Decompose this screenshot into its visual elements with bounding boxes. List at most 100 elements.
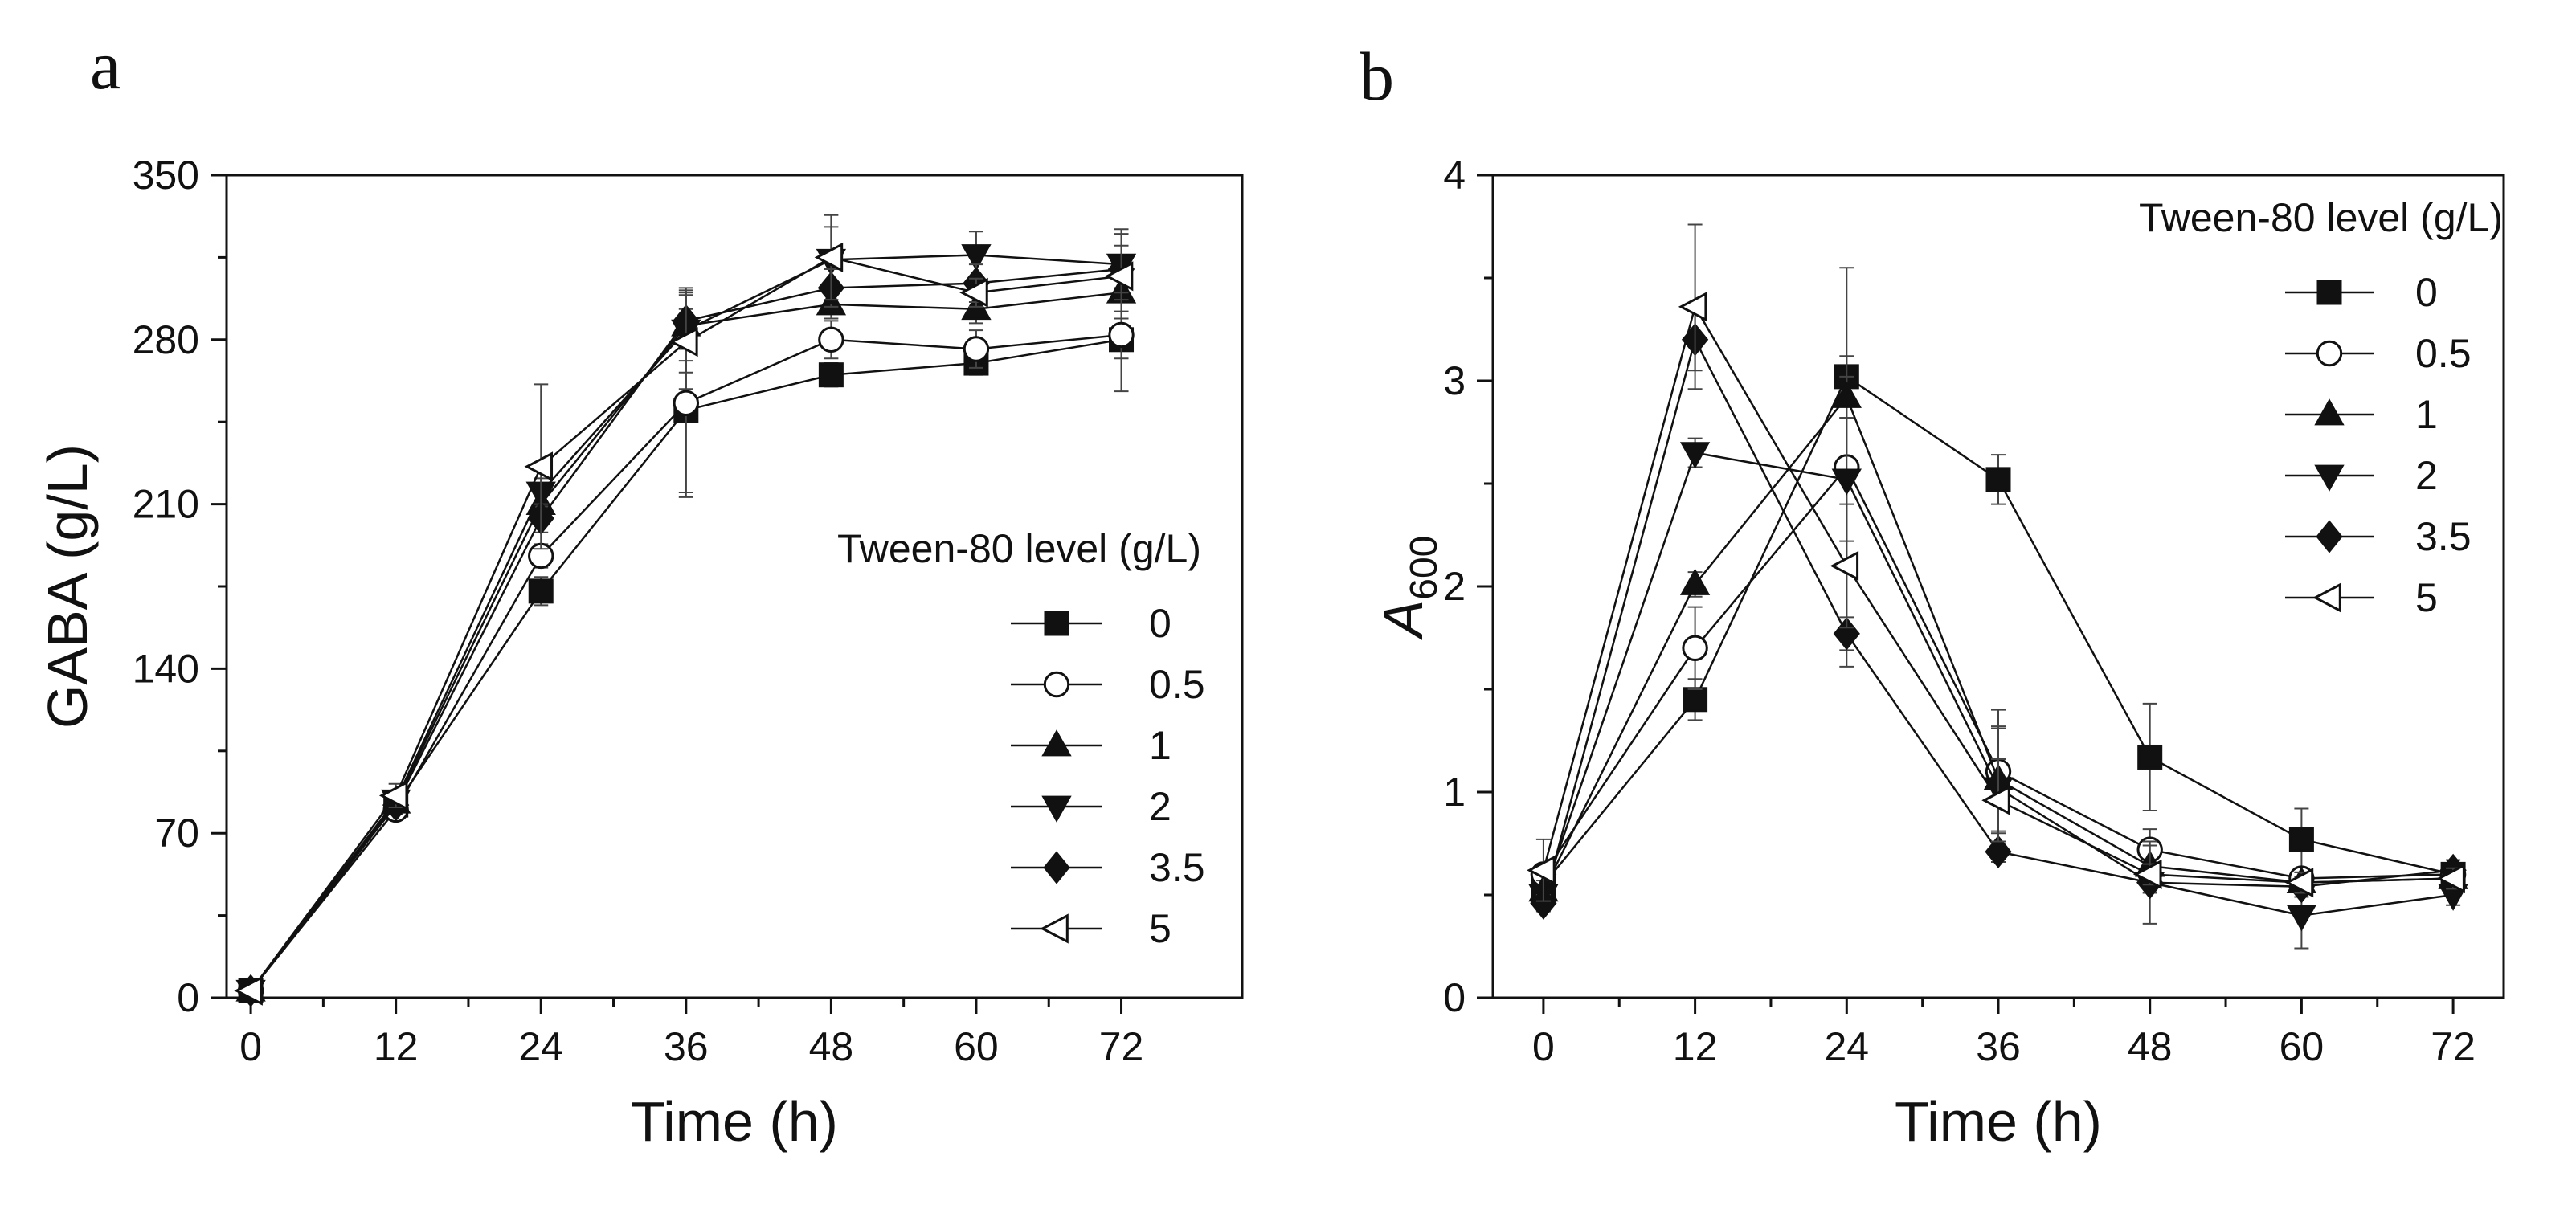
data-point-a-5 (814, 242, 844, 272)
data-point-a-5 (378, 780, 408, 811)
x-tick-label-a: 48 (809, 1024, 854, 1069)
legend-marker-a-0.5 (1043, 671, 1070, 698)
x-tick-label-a: 36 (664, 1024, 709, 1069)
x-tick-label-b: 72 (2431, 1024, 2476, 1069)
legend-marker-a-5 (1040, 913, 1069, 944)
legend-label-a-1: 1 (1149, 723, 1171, 768)
legend-label-a-2: 2 (1149, 784, 1171, 829)
legend-marker-a-1 (1041, 729, 1072, 757)
plot-frame-b (1491, 174, 2505, 999)
x-tick-label-b: 48 (2128, 1024, 2173, 1069)
x-tick-label-a: 24 (518, 1024, 563, 1069)
data-point-b-0 (1683, 687, 1708, 713)
data-point-b-5 (1981, 785, 2010, 815)
legend-marker-b-5 (2312, 582, 2341, 613)
legend-marker-a-0 (1044, 611, 1069, 636)
data-point-b-5 (2132, 859, 2162, 889)
legend-label-a-0.5: 0.5 (1149, 662, 1205, 707)
y-tick-label-b: 2 (1443, 564, 1466, 609)
data-point-a-0 (528, 578, 554, 604)
y-tick-label-b: 3 (1443, 358, 1466, 403)
data-point-b-5 (1678, 292, 1707, 322)
y-tick-label-a: 0 (177, 975, 199, 1020)
legend-title-a: Tween-80 level (g/L) (837, 526, 1201, 571)
data-point-b-3.5 (1985, 835, 2012, 868)
x-tick-label-a: 12 (374, 1024, 419, 1069)
legend-marker-b-0 (2316, 280, 2342, 305)
y-tick-label-a: 280 (133, 317, 199, 362)
data-point-b-0.5 (1682, 635, 1708, 661)
y-axis-title-b: A600 (1372, 536, 1445, 641)
legend-marker-b-3.5 (2316, 520, 2343, 553)
x-tick-label-a: 60 (954, 1024, 999, 1069)
legend-label-a-3.5: 3.5 (1149, 845, 1205, 890)
data-point-a-0.5 (1108, 321, 1135, 349)
y-axis-title-sub-b: 600 (1403, 536, 1445, 600)
legend-label-a-0: 0 (1149, 601, 1171, 646)
data-point-a-5 (1104, 261, 1134, 292)
legend-marker-a-3.5 (1043, 851, 1070, 884)
data-point-b-0 (2137, 744, 2163, 770)
legend-marker-a-2 (1041, 795, 1072, 823)
x-axis-title-a: Time (h) (631, 1090, 838, 1153)
data-point-a-5 (524, 451, 554, 482)
data-point-a-0.5 (673, 390, 700, 416)
legend-label-b-5: 5 (2415, 575, 2438, 620)
panel-b-letter: b (1360, 38, 1394, 115)
data-point-b-2 (1679, 442, 1711, 469)
data-point-b-2 (2286, 905, 2317, 932)
y-tick-label-a: 350 (133, 153, 199, 198)
legend-marker-b-1 (2314, 398, 2345, 426)
x-axis-title-b: Time (h) (1895, 1090, 2102, 1153)
y-axis-title-main-b: A (1372, 600, 1434, 641)
data-point-b-1 (1679, 568, 1711, 595)
data-point-a-0 (818, 362, 844, 388)
legend-label-b-2: 2 (2415, 453, 2438, 498)
panel-a-letter: a (90, 27, 121, 104)
data-point-a-2 (961, 244, 992, 272)
y-tick-label-b: 4 (1443, 153, 1466, 198)
data-point-a-5 (959, 277, 988, 308)
x-tick-label-b: 36 (1976, 1024, 2021, 1069)
y-tick-label-b: 1 (1443, 770, 1466, 815)
y-tick-label-a: 70 (154, 811, 199, 856)
data-point-b-0 (2288, 827, 2314, 852)
legend-label-b-0.5: 0.5 (2415, 331, 2472, 376)
data-point-b-2 (1831, 468, 1862, 496)
data-point-b-5 (1830, 550, 1859, 581)
legend-title-b: Tween-80 level (g/L) (2139, 195, 2503, 240)
series-a-5 (234, 214, 1134, 1006)
data-point-b-5 (1527, 855, 1556, 885)
y-tick-label-a: 210 (133, 482, 199, 527)
legend-label-b-3.5: 3.5 (2415, 514, 2472, 559)
data-point-b-3.5 (1833, 617, 1860, 651)
data-point-a-0.5 (963, 336, 990, 362)
data-point-a-5 (669, 327, 698, 357)
legend-label-b-1: 1 (2415, 392, 2438, 437)
data-point-b-0 (1985, 467, 2011, 492)
data-point-b-3.5 (1530, 886, 1557, 920)
legend-label-a-5: 5 (1149, 906, 1171, 951)
y-tick-label-a: 140 (133, 646, 199, 691)
x-tick-label-a: 0 (239, 1024, 262, 1069)
x-tick-label-a: 72 (1099, 1024, 1144, 1069)
legend-a: Tween-80 level (g/L) 0 0.5 1 2 3.5 5 (837, 526, 1205, 951)
data-point-b-1 (1831, 381, 1862, 408)
data-point-b-5 (2284, 868, 2314, 898)
legend-b: Tween-80 level (g/L) 0 0.5 1 2 3.5 5 (2139, 195, 2503, 620)
series-a-0.5 (237, 308, 1135, 1004)
legend-marker-b-0.5 (2316, 340, 2343, 367)
data-point-b-5 (2436, 863, 2465, 894)
data-point-a-0.5 (818, 326, 844, 353)
x-tick-label-b: 24 (1824, 1024, 1869, 1069)
y-axis-title-a: GABA (g/L) (36, 444, 99, 729)
data-point-a-5 (234, 975, 263, 1006)
plot-frame-a (225, 174, 1244, 999)
y-tick-label-b: 0 (1443, 975, 1466, 1020)
legend-marker-b-2 (2314, 464, 2345, 492)
x-tick-label-b: 0 (1532, 1024, 1555, 1069)
x-tick-label-b: 12 (1673, 1024, 1718, 1069)
